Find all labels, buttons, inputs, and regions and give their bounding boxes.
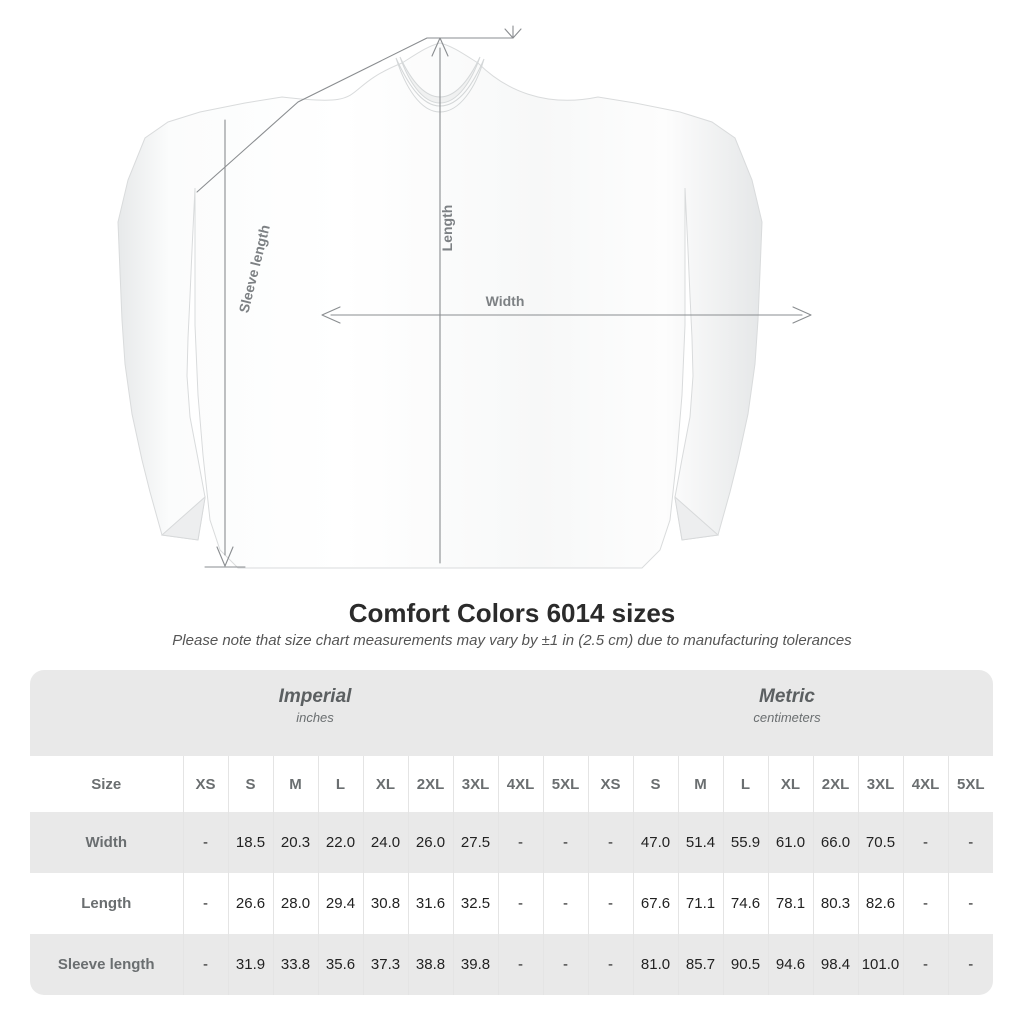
- svg-text:Length: Length: [439, 205, 455, 252]
- svg-text:Width: Width: [486, 293, 525, 309]
